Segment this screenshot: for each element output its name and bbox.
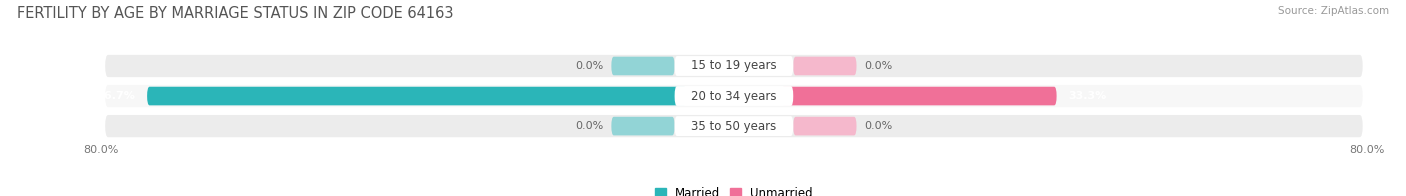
Text: FERTILITY BY AGE BY MARRIAGE STATUS IN ZIP CODE 64163: FERTILITY BY AGE BY MARRIAGE STATUS IN Z… bbox=[17, 6, 453, 21]
Text: Source: ZipAtlas.com: Source: ZipAtlas.com bbox=[1278, 6, 1389, 16]
Text: 66.7%: 66.7% bbox=[97, 91, 135, 101]
Text: 0.0%: 0.0% bbox=[865, 121, 893, 131]
Text: 20 to 34 years: 20 to 34 years bbox=[692, 90, 776, 103]
Text: 0.0%: 0.0% bbox=[575, 61, 603, 71]
FancyBboxPatch shape bbox=[612, 57, 675, 75]
FancyBboxPatch shape bbox=[793, 117, 856, 135]
Text: 0.0%: 0.0% bbox=[575, 121, 603, 131]
FancyBboxPatch shape bbox=[105, 115, 1362, 137]
FancyBboxPatch shape bbox=[675, 86, 793, 106]
Text: 33.3%: 33.3% bbox=[1069, 91, 1107, 101]
FancyBboxPatch shape bbox=[782, 87, 1057, 105]
FancyBboxPatch shape bbox=[675, 56, 793, 76]
FancyBboxPatch shape bbox=[105, 55, 1362, 77]
FancyBboxPatch shape bbox=[148, 87, 686, 105]
FancyBboxPatch shape bbox=[105, 85, 1362, 107]
FancyBboxPatch shape bbox=[793, 57, 856, 75]
Text: 15 to 19 years: 15 to 19 years bbox=[692, 60, 776, 73]
FancyBboxPatch shape bbox=[612, 117, 675, 135]
Text: 0.0%: 0.0% bbox=[865, 61, 893, 71]
Legend: Married, Unmarried: Married, Unmarried bbox=[655, 187, 813, 196]
Text: 35 to 50 years: 35 to 50 years bbox=[692, 120, 776, 132]
FancyBboxPatch shape bbox=[675, 116, 793, 136]
